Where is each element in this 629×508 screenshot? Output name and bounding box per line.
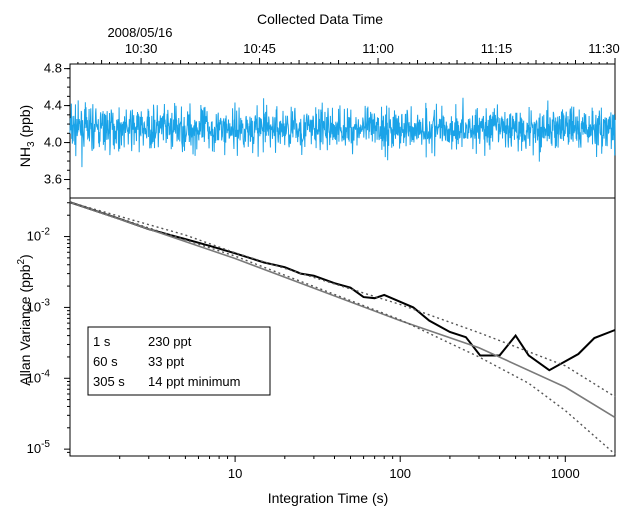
allan-y-tick-label: 10-3 — [27, 297, 51, 314]
legend-time-1: 1 s — [93, 334, 111, 349]
allan-y-label: Allan Variance (ppb2) — [16, 254, 33, 385]
allan-panel: 10 100 1000 10-2 10-3 10-4 10-5 Integration T… — [16, 197, 616, 506]
top-axis-tick-label: 11:30 — [588, 41, 620, 56]
top-axis-date: 2008/05/16 — [107, 25, 172, 40]
nh3-y-tick-label: 4.4 — [44, 98, 62, 113]
legend-frame — [87, 326, 271, 396]
legend-value-1: 230 ppt — [148, 334, 192, 349]
legend-value-3: 14 ppt minimum — [148, 374, 240, 389]
nh3-y-tick-label: 4.8 — [44, 61, 62, 76]
allan-x-label: Integration Time (s) — [268, 490, 389, 506]
allan-x-tick-label: 100 — [389, 466, 411, 481]
top-axis-tick-label: 11:00 — [362, 41, 394, 56]
allan-x-tick-label: 10 — [228, 466, 242, 481]
top-axis-tick-label: 10:30 — [125, 41, 158, 56]
nh3-y-axis: 3.6 4.0 4.4 4.8 — [44, 61, 70, 190]
allan-y-tick-label: 10-4 — [27, 368, 51, 385]
nh3-y-tick-label: 4.0 — [44, 135, 62, 150]
allan-series-group — [69, 201, 616, 455]
nh3-series-line — [69, 97, 616, 168]
allan-dotted-line — [69, 201, 616, 398]
top-axis: 10:30 10:45 11:00 11:15 11:30 — [77, 41, 620, 64]
allan-measured-line — [69, 201, 616, 372]
legend-time-3: 305 s — [93, 374, 125, 389]
allan-frame — [69, 197, 616, 457]
legend-value-2: 33 ppt — [148, 354, 185, 369]
allan-y-axis: 10-2 10-3 10-4 10-5 — [27, 202, 70, 456]
top-axis-title: Collected Data Time — [257, 11, 383, 27]
allan-x-axis: 10 100 1000 — [119, 456, 580, 481]
allan-y-tick-label: 10-5 — [27, 439, 51, 456]
allan-y-tick-label: 10-2 — [27, 227, 51, 244]
top-axis-tick-label: 11:15 — [481, 41, 513, 56]
nh3-y-label: NH3 (ppb) — [17, 105, 37, 167]
legend-box: 1 s 230 ppt 60 s 33 ppt 305 s 14 ppt min… — [87, 326, 271, 396]
nh3-panel: 3.6 4.0 4.4 4.8 NH3 (ppb) — [17, 61, 616, 199]
top-axis-tick-label: 10:45 — [243, 41, 276, 56]
nh3-y-tick-label: 3.6 — [44, 172, 62, 187]
allan-x-tick-label: 1000 — [551, 466, 580, 481]
legend-time-2: 60 s — [93, 354, 118, 369]
allan-fit-line — [69, 201, 616, 419]
